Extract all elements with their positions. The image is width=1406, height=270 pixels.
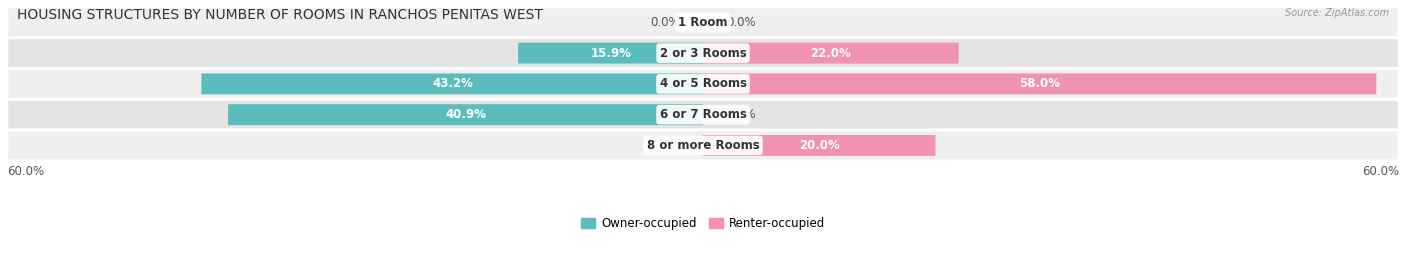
Text: 43.2%: 43.2% <box>432 77 472 90</box>
FancyBboxPatch shape <box>7 99 1399 130</box>
Text: 8 or more Rooms: 8 or more Rooms <box>647 139 759 152</box>
Text: 40.9%: 40.9% <box>446 108 486 121</box>
FancyBboxPatch shape <box>201 73 703 94</box>
Text: 6 or 7 Rooms: 6 or 7 Rooms <box>659 108 747 121</box>
FancyBboxPatch shape <box>517 43 703 63</box>
Text: 0.0%: 0.0% <box>727 16 756 29</box>
FancyBboxPatch shape <box>7 130 1399 161</box>
Text: 60.0%: 60.0% <box>7 166 44 178</box>
Text: 58.0%: 58.0% <box>1019 77 1060 90</box>
Text: 15.9%: 15.9% <box>591 47 631 60</box>
FancyBboxPatch shape <box>228 104 703 125</box>
Text: 4 or 5 Rooms: 4 or 5 Rooms <box>659 77 747 90</box>
Text: 0.0%: 0.0% <box>650 139 679 152</box>
Text: 60.0%: 60.0% <box>1362 166 1399 178</box>
FancyBboxPatch shape <box>703 73 1376 94</box>
Text: 1 Room: 1 Room <box>678 16 728 29</box>
Text: HOUSING STRUCTURES BY NUMBER OF ROOMS IN RANCHOS PENITAS WEST: HOUSING STRUCTURES BY NUMBER OF ROOMS IN… <box>17 8 543 22</box>
FancyBboxPatch shape <box>7 69 1399 99</box>
Text: Source: ZipAtlas.com: Source: ZipAtlas.com <box>1285 8 1389 18</box>
Text: 2 or 3 Rooms: 2 or 3 Rooms <box>659 47 747 60</box>
FancyBboxPatch shape <box>703 135 935 156</box>
Text: 22.0%: 22.0% <box>810 47 851 60</box>
FancyBboxPatch shape <box>7 7 1399 38</box>
FancyBboxPatch shape <box>703 43 959 63</box>
Text: 0.0%: 0.0% <box>650 16 679 29</box>
Text: 20.0%: 20.0% <box>799 139 839 152</box>
Legend: Owner-occupied, Renter-occupied: Owner-occupied, Renter-occupied <box>576 212 830 235</box>
Text: 0.0%: 0.0% <box>727 108 756 121</box>
FancyBboxPatch shape <box>7 38 1399 69</box>
